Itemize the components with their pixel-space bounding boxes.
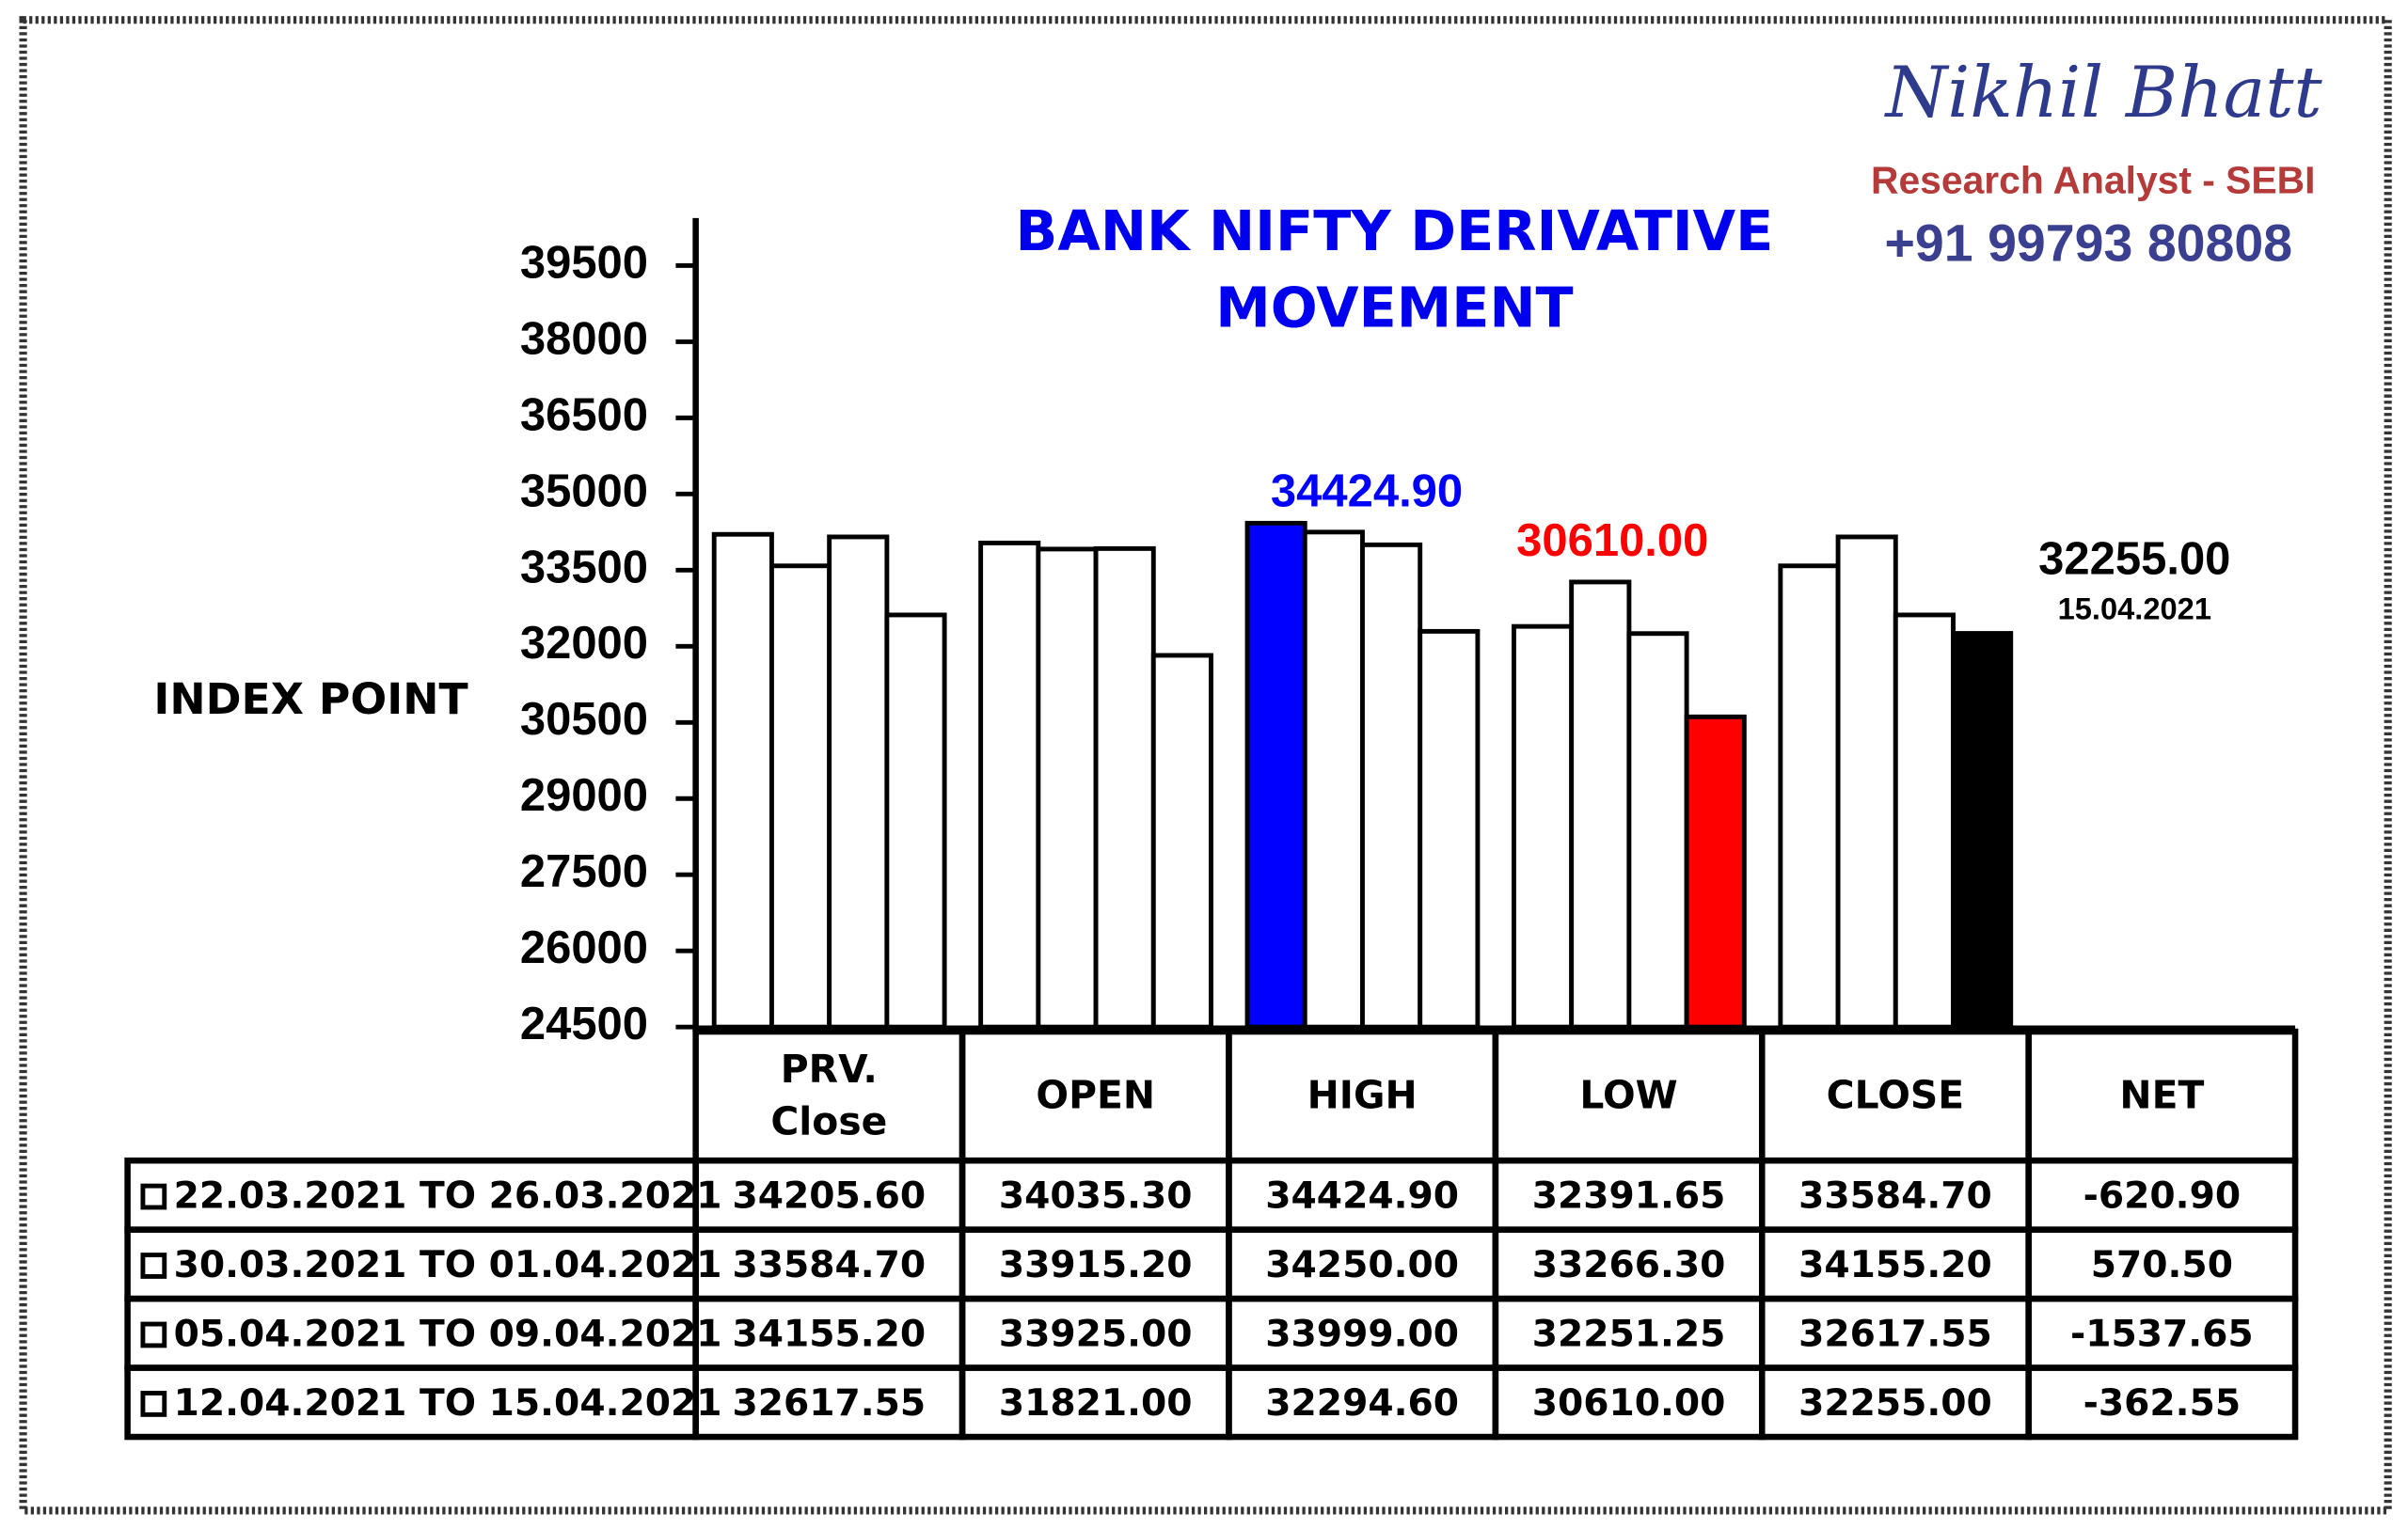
header-cell: PRV. Close <box>696 1032 962 1160</box>
bar <box>1418 628 1481 1030</box>
frame <box>19 16 2392 1515</box>
table-value: 33266.30 <box>1532 1244 1726 1286</box>
net-value: -1537.65 <box>2070 1314 2254 1356</box>
table-value: 34155.20 <box>733 1314 927 1356</box>
annotation: 34424.90 <box>1271 466 1463 517</box>
table-value: 34250.00 <box>1265 1244 1459 1286</box>
bar <box>1626 631 1689 1030</box>
y-tick-label: 29000 <box>520 770 648 821</box>
table-cell <box>2025 1364 2299 1441</box>
bar <box>978 540 1041 1030</box>
bar <box>1093 545 1156 1030</box>
y-tick-label: 36500 <box>520 389 648 440</box>
table-value: 33999.00 <box>1265 1314 1459 1356</box>
header-wrap: PRV. Close <box>696 1032 962 1160</box>
y-tick-label: 35000 <box>520 465 648 516</box>
bar <box>827 534 890 1030</box>
net-value: 570.50 <box>2091 1244 2233 1286</box>
column-header: PRV. Close <box>770 1047 888 1144</box>
annotation: 30610.00 <box>1516 515 1708 566</box>
column-header: NET <box>2119 1073 2205 1118</box>
y-tick-label: 32000 <box>520 618 648 669</box>
table-value: 30610.00 <box>1532 1382 1726 1425</box>
table-value: 33584.70 <box>733 1244 927 1286</box>
header-cell: OPEN <box>962 1032 1228 1160</box>
net-value: -362.55 <box>2083 1382 2241 1425</box>
bar <box>1951 631 2014 1030</box>
bar <box>1684 714 1747 1030</box>
legend-icon <box>140 1321 167 1348</box>
table-value: 32294.60 <box>1265 1382 1459 1425</box>
table-value: 32391.65 <box>1532 1175 1726 1218</box>
header-wrap: CLOSE <box>1762 1032 2028 1160</box>
y-tick-label: 33500 <box>520 542 648 592</box>
bar <box>1244 520 1307 1030</box>
header-wrap: HIGH <box>1228 1032 1495 1160</box>
brand-phone: +91 99793 80808 <box>1885 214 2293 273</box>
y-tick-label: 30500 <box>520 694 648 745</box>
table-value: 32617.55 <box>1798 1314 1992 1356</box>
header-wrap: NET <box>2029 1032 2295 1160</box>
header-cell: NET <box>2029 1032 2295 1160</box>
bar <box>1569 579 1632 1030</box>
bar <box>884 612 947 1030</box>
table-value: 33925.00 <box>999 1314 1193 1356</box>
y-tick-label: 27500 <box>520 846 648 897</box>
legend-icon <box>140 1391 167 1417</box>
column-header: OPEN <box>1036 1073 1156 1118</box>
column-header: CLOSE <box>1826 1073 1965 1118</box>
y-axis-label: INDEX POINT <box>153 674 467 724</box>
legend-icon <box>140 1253 167 1279</box>
annotation: 15.04.2021 <box>2058 591 2211 625</box>
table-value: 34035.30 <box>999 1175 1193 1218</box>
net-value: -620.90 <box>2083 1175 2241 1218</box>
table-value: 34155.20 <box>1798 1244 1992 1286</box>
bar <box>1511 623 1575 1030</box>
table-value: 31821.00 <box>999 1382 1193 1425</box>
header-cell: HIGH <box>1228 1032 1495 1160</box>
header-wrap: LOW <box>1496 1032 1762 1160</box>
row-label: 12.04.2021 TO 15.04.2021 <box>174 1382 722 1425</box>
row-label: 05.04.2021 TO 09.04.2021 <box>174 1314 722 1356</box>
brand-name: Nikhil Bhatt <box>1884 51 2323 134</box>
table-value: 32255.00 <box>1798 1382 1992 1425</box>
header-cell: LOW <box>1496 1032 1762 1160</box>
header-cell: CLOSE <box>1762 1032 2028 1160</box>
bar <box>1778 563 1841 1030</box>
table-value: 33584.70 <box>1798 1175 1992 1218</box>
bar <box>1150 653 1213 1030</box>
table-value: 32251.25 <box>1532 1314 1726 1356</box>
y-tick-label: 39500 <box>520 237 648 288</box>
chart-title: BANK NIFTY DERIVATIVE <box>1016 198 1774 263</box>
bar <box>768 563 832 1030</box>
y-tick-label: 26000 <box>520 922 648 973</box>
chart-title: MOVEMENT <box>1215 276 1573 340</box>
legend-icon <box>140 1183 167 1210</box>
column-header: LOW <box>1579 1073 1678 1118</box>
bar <box>711 531 774 1030</box>
y-tick-label: 24500 <box>520 999 648 1049</box>
bar <box>1302 529 1365 1030</box>
bar <box>1835 534 1898 1030</box>
brand-role: Research Analyst - SEBI <box>1871 159 2315 202</box>
table-value: 34424.90 <box>1265 1175 1459 1218</box>
table-value: 34205.60 <box>733 1175 927 1218</box>
row-label: 22.03.2021 TO 26.03.2021 <box>174 1175 722 1218</box>
bar <box>1360 542 1423 1030</box>
row-label: 30.03.2021 TO 01.04.2021 <box>174 1244 722 1286</box>
table-value: 33915.20 <box>999 1244 1193 1286</box>
bar <box>1893 612 1956 1030</box>
header-wrap: OPEN <box>962 1032 1228 1160</box>
table-value: 32617.55 <box>733 1382 927 1425</box>
y-tick-label: 38000 <box>520 313 648 364</box>
column-header: HIGH <box>1307 1073 1418 1118</box>
bar <box>1036 546 1099 1030</box>
annotation: 32255.00 <box>2038 533 2230 584</box>
